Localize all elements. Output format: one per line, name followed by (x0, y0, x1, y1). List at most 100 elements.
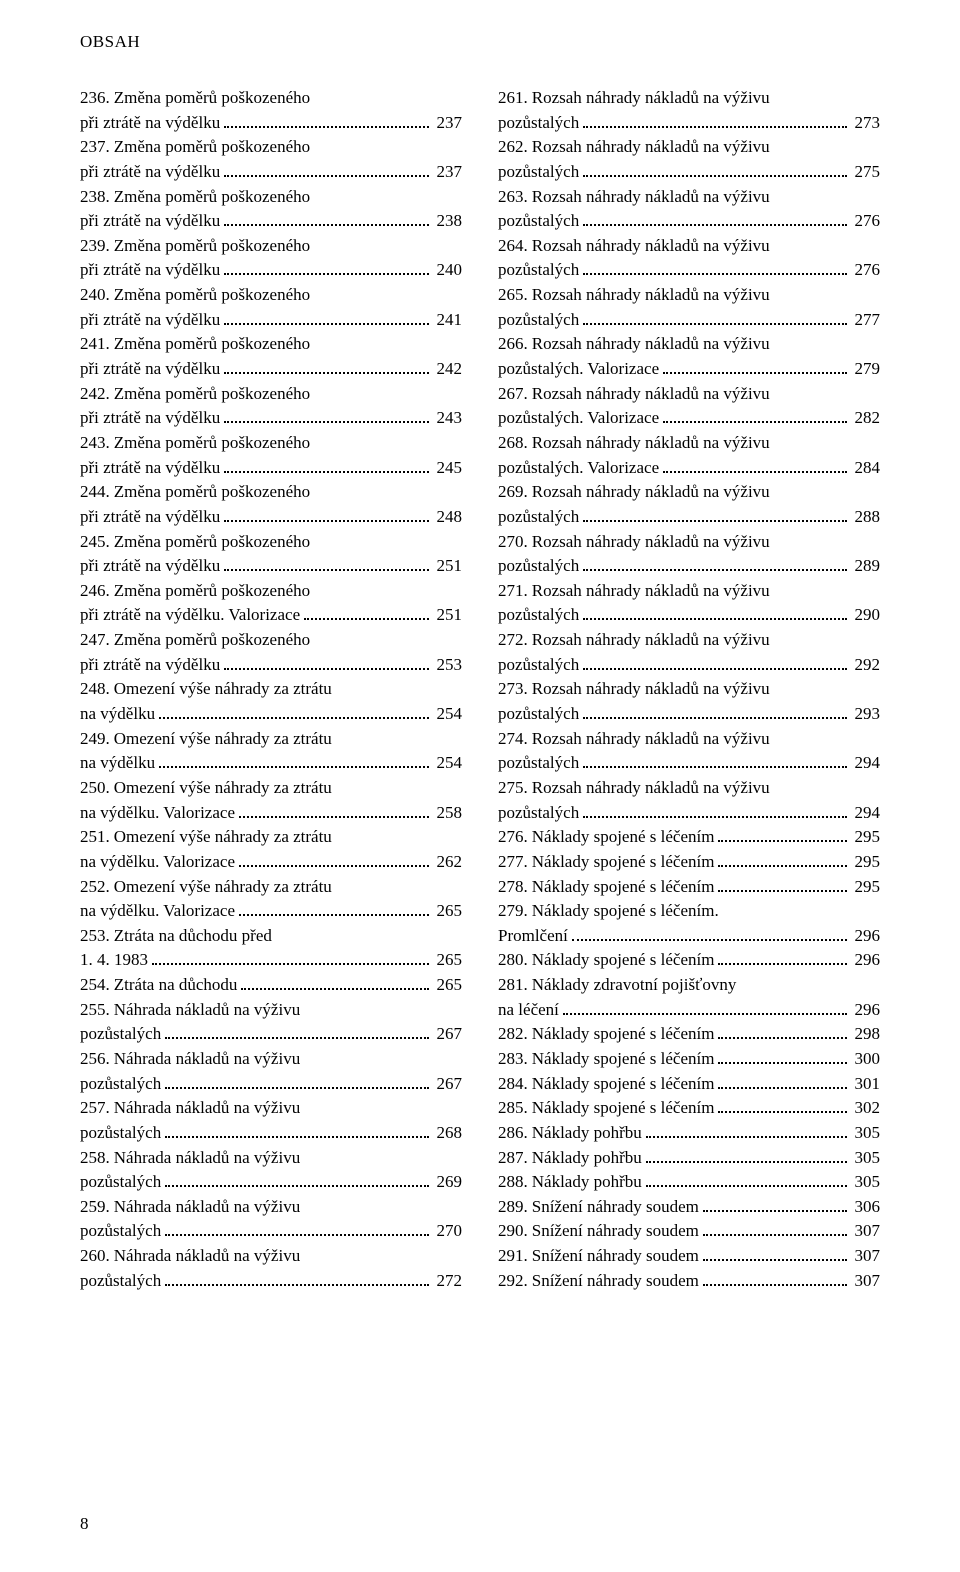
toc-leader (718, 827, 846, 842)
toc-entry: 260.Náhrada nákladů na výživupozůstalých… (80, 1244, 462, 1293)
toc-entry-continuation: pozůstalých272 (80, 1269, 462, 1294)
toc-entry-text: pozůstalých (80, 1121, 161, 1146)
toc-entry: 257.Náhrada nákladů na výživupozůstalých… (80, 1096, 462, 1145)
toc-entry-continuation: pozůstalých292 (498, 653, 880, 678)
toc-entry-number: 240. (80, 283, 110, 308)
toc-leader (583, 704, 846, 719)
toc-entry-first-line: 276.Náklady spojené s léčením295 (498, 825, 880, 850)
toc-entry-number: 256. (80, 1047, 110, 1072)
toc-entry-page: 277 (855, 308, 881, 333)
toc-entry-first-line: 257.Náhrada nákladů na výživu (80, 1096, 462, 1121)
toc-entry-page: 267 (437, 1072, 463, 1097)
toc-entry-page: 300 (855, 1047, 881, 1072)
toc-entry-number: 243. (80, 431, 110, 456)
toc-entry-number: 282. (498, 1022, 528, 1047)
toc-entry-number: 275. (498, 776, 528, 801)
toc-entry-first-line: 271.Rozsah náhrady nákladů na výživu (498, 579, 880, 604)
toc-entry-text: pozůstalých (498, 160, 579, 185)
toc-entry-number: 289. (498, 1195, 528, 1220)
toc-entry-number: 279. (498, 899, 528, 924)
toc-entry-text: při ztrátě na výdělku (80, 209, 220, 234)
toc-entry-first-line: 290.Snížení náhrady soudem307 (498, 1219, 880, 1244)
toc-entry-first-line: 273.Rozsah náhrady nákladů na výživu (498, 677, 880, 702)
toc-leader (718, 852, 846, 867)
toc-entry-first-line: 285.Náklady spojené s léčením302 (498, 1096, 880, 1121)
toc-entry-first-line: 261.Rozsah náhrady nákladů na výživu (498, 86, 880, 111)
toc-entry-number: 269. (498, 480, 528, 505)
toc-entry-first-line: 289.Snížení náhrady soudem306 (498, 1195, 880, 1220)
toc-entry-number: 251. (80, 825, 110, 850)
toc-entry-text: pozůstalých (498, 603, 579, 628)
toc-entry: 286.Náklady pohřbu305 (498, 1121, 880, 1146)
toc-entry: 270.Rozsah náhrady nákladů na výživupozů… (498, 530, 880, 579)
toc-entry-text: Náklady spojené s léčením (532, 875, 715, 900)
toc-entry-text: Rozsah náhrady nákladů na výživu (532, 677, 770, 702)
toc-entry-first-line: 284.Náklady spojené s léčením301 (498, 1072, 880, 1097)
toc-entry-page: 270 (437, 1219, 463, 1244)
toc-entry-number: 277. (498, 850, 528, 875)
toc-entry: 245.Změna poměrů poškozenéhopři ztrátě n… (80, 530, 462, 579)
toc-entry-first-line: 280.Náklady spojené s léčením296 (498, 948, 880, 973)
toc-leader (165, 1172, 428, 1187)
toc-entry-text: při ztrátě na výdělku. Valorizace (80, 603, 300, 628)
toc-entry-page: 276 (855, 258, 881, 283)
toc-entry-text: Snížení náhrady soudem (532, 1244, 699, 1269)
toc-entry: 280.Náklady spojené s léčením296 (498, 948, 880, 973)
toc-entry: 238.Změna poměrů poškozenéhopři ztrátě n… (80, 185, 462, 234)
toc-entry-first-line: 282.Náklady spojené s léčením298 (498, 1022, 880, 1047)
toc-entry-first-line: 286.Náklady pohřbu305 (498, 1121, 880, 1146)
toc-leader (583, 211, 846, 226)
toc-entry-first-line: 258.Náhrada nákladů na výživu (80, 1146, 462, 1171)
toc-entry-text: pozůstalých (80, 1170, 161, 1195)
toc-entry-first-line: 249.Omezení výše náhrady za ztrátu (80, 727, 462, 752)
toc-entry-page: 296 (855, 924, 881, 949)
toc-entry-text: Omezení výše náhrady za ztrátu (114, 825, 332, 850)
toc-entry-number: 257. (80, 1096, 110, 1121)
toc-entry-first-line: 288.Náklady pohřbu305 (498, 1170, 880, 1195)
toc-entry-text: Změna poměrů poškozeného (114, 86, 310, 111)
toc-entry-text: na výdělku. Valorizace (80, 850, 235, 875)
toc-entry-text: Rozsah náhrady nákladů na výživu (532, 185, 770, 210)
toc-entry-text: pozůstalých. Valorizace (498, 357, 659, 382)
toc-leader (583, 507, 846, 522)
toc-entry: 287.Náklady pohřbu305 (498, 1146, 880, 1171)
toc-entry-continuation: na výdělku254 (80, 751, 462, 776)
toc-entry: 266.Rozsah náhrady nákladů na výživupozů… (498, 332, 880, 381)
toc-entry-page: 254 (437, 702, 463, 727)
toc-entry: 243.Změna poměrů poškozenéhopři ztrátě n… (80, 431, 462, 480)
toc-entry-text: při ztrátě na výdělku (80, 554, 220, 579)
toc-entry-page: 269 (437, 1170, 463, 1195)
toc-entry-number: 290. (498, 1219, 528, 1244)
toc-entry-number: 291. (498, 1244, 528, 1269)
toc-leader (718, 1098, 846, 1113)
toc-entry-first-line: 256.Náhrada nákladů na výživu (80, 1047, 462, 1072)
toc-entry-page: 248 (437, 505, 463, 530)
toc-entry-page: 237 (437, 111, 463, 136)
toc-entry-text: pozůstalých (498, 258, 579, 283)
toc-entry-continuation: při ztrátě na výdělku237 (80, 160, 462, 185)
toc-entry-continuation: pozůstalých. Valorizace279 (498, 357, 880, 382)
toc-entry: 249.Omezení výše náhrady za ztrátuna výd… (80, 727, 462, 776)
toc-leader (241, 975, 428, 990)
toc-entry-page: 301 (855, 1072, 881, 1097)
toc-entry-page: 298 (855, 1022, 881, 1047)
toc-entry-text: Náklady pohřbu (532, 1170, 642, 1195)
toc-leader (165, 1221, 428, 1236)
toc-entry-continuation: pozůstalých267 (80, 1072, 462, 1097)
toc-entry-text: pozůstalých (498, 751, 579, 776)
toc-leader (224, 211, 428, 226)
toc-entry-text: Změna poměrů poškozeného (114, 185, 310, 210)
toc-entry-text: Změna poměrů poškozeného (114, 480, 310, 505)
toc-entry-text: Rozsah náhrady nákladů na výživu (532, 283, 770, 308)
toc-entry-continuation: pozůstalých267 (80, 1022, 462, 1047)
toc-entry-page: 307 (855, 1269, 881, 1294)
toc-entry-continuation: při ztrátě na výdělku241 (80, 308, 462, 333)
toc-entry-continuation: Promlčení296 (498, 924, 880, 949)
page-number: 8 (80, 1514, 89, 1534)
toc-entry-text: Náklady spojené s léčením (532, 825, 715, 850)
toc-leader (224, 162, 428, 177)
toc-leader (165, 1073, 428, 1088)
toc-entry-text: Snížení náhrady soudem (532, 1219, 699, 1244)
toc-entry-text: Rozsah náhrady nákladů na výživu (532, 234, 770, 259)
toc-entry-text: Změna poměrů poškozeného (114, 530, 310, 555)
